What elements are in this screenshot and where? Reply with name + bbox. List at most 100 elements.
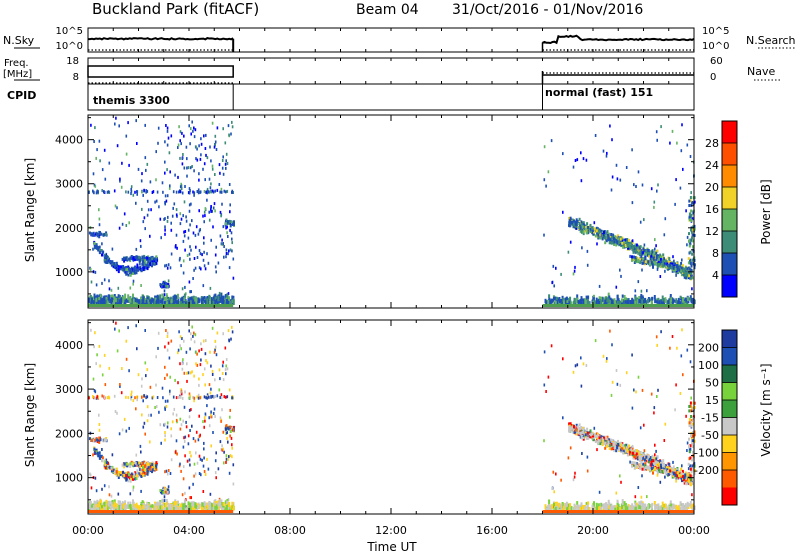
echo-cell <box>127 326 129 330</box>
echo-cell <box>635 256 638 260</box>
echo-cell <box>168 300 171 305</box>
echo-cell <box>195 225 198 229</box>
echo-cell <box>108 257 111 261</box>
echo-cell <box>224 500 227 505</box>
echo-cell <box>594 234 597 238</box>
echo-cell <box>689 196 692 199</box>
echo-cell <box>688 244 691 248</box>
echo-cell <box>111 247 114 251</box>
echo-cell <box>220 214 222 218</box>
echo-cell <box>638 296 641 301</box>
echo-cell <box>619 301 622 306</box>
echo-cell <box>127 121 129 125</box>
echo-cell <box>209 507 211 512</box>
echo-cell <box>676 268 678 272</box>
echo-cell <box>128 221 130 225</box>
echo-cell <box>175 396 178 400</box>
echo-cell <box>610 241 613 245</box>
echo-cell <box>95 297 98 302</box>
echo-cell <box>198 383 200 387</box>
echo-cell <box>230 426 233 430</box>
echo-cell <box>135 407 137 411</box>
echo-cell <box>134 506 137 512</box>
echo-cell <box>664 263 666 267</box>
echo-cell <box>203 241 205 245</box>
echo-cell <box>98 245 101 249</box>
echo-cell <box>97 506 100 510</box>
echo-cell <box>88 298 91 303</box>
echo-cell <box>208 177 211 181</box>
echo-cell <box>207 190 210 194</box>
echo-cell <box>114 327 116 331</box>
echo-cell <box>99 499 102 506</box>
echo-cell <box>641 183 644 187</box>
echo-cell <box>225 248 228 252</box>
echo-cell <box>182 465 185 469</box>
echo-cell <box>221 444 223 448</box>
echo-cell <box>98 436 101 440</box>
echo-cell <box>613 240 616 244</box>
echo-cell <box>226 162 229 165</box>
freq-trace-1 <box>87 65 234 78</box>
echo-cell <box>226 500 229 505</box>
y-tick-label: 1000 <box>55 266 83 279</box>
echo-cell <box>640 300 643 306</box>
echo-cell <box>92 190 95 194</box>
echo-cell <box>145 300 148 304</box>
echo-cell <box>209 492 212 496</box>
echo-cell <box>629 447 632 451</box>
echo-cell <box>136 398 138 402</box>
echo-cell <box>656 249 659 253</box>
echo-cell <box>96 451 99 455</box>
echo-cell <box>672 298 675 304</box>
echo-cell <box>151 504 154 508</box>
echo-cell <box>663 466 666 470</box>
echo-cell <box>631 258 633 262</box>
echo-cell <box>645 250 648 253</box>
echo-cell <box>601 234 604 238</box>
echo-cell <box>567 250 570 254</box>
echo-cell <box>125 134 128 138</box>
echo-cell <box>155 178 157 182</box>
echo-cell <box>218 388 221 392</box>
echo-cell <box>186 174 188 178</box>
echo-cell <box>197 393 200 397</box>
echo-cell <box>140 450 142 454</box>
echo-cell <box>155 299 158 304</box>
echo-cell <box>659 258 662 261</box>
echo-cell <box>177 348 180 352</box>
echo-cell <box>686 143 689 147</box>
echo-cell <box>158 205 160 209</box>
echo-cell <box>214 299 217 304</box>
echo-cell <box>118 329 120 333</box>
echo-cell <box>568 221 571 225</box>
nave-tick-bottom: 0 <box>710 72 716 83</box>
echo-cell <box>226 395 229 399</box>
echo-cell <box>188 396 191 400</box>
echo-cell <box>155 461 158 465</box>
echo-cell <box>680 266 683 270</box>
echo-cell <box>114 264 116 268</box>
echo-cell <box>199 396 201 400</box>
echo-cell <box>231 330 234 334</box>
echo-cell <box>121 463 124 467</box>
echo-cell <box>164 284 167 288</box>
echo-cell <box>101 168 104 172</box>
echo-cell <box>185 301 187 306</box>
echo-cell <box>624 244 627 247</box>
echo-cell <box>222 155 224 159</box>
echo-cell <box>233 220 235 224</box>
echo-cell <box>688 204 691 207</box>
echo-cell <box>670 264 673 268</box>
echo-cell <box>91 297 93 303</box>
echo-cell <box>110 501 113 508</box>
echo-cell <box>143 254 146 258</box>
echo-cell <box>203 441 205 445</box>
echo-cell <box>584 226 587 230</box>
echo-cell <box>159 217 162 221</box>
echo-cell <box>166 284 169 288</box>
echo-cell <box>633 183 635 187</box>
echo-cell <box>587 295 590 299</box>
echo-cell <box>692 228 695 232</box>
echo-cell <box>134 461 137 465</box>
